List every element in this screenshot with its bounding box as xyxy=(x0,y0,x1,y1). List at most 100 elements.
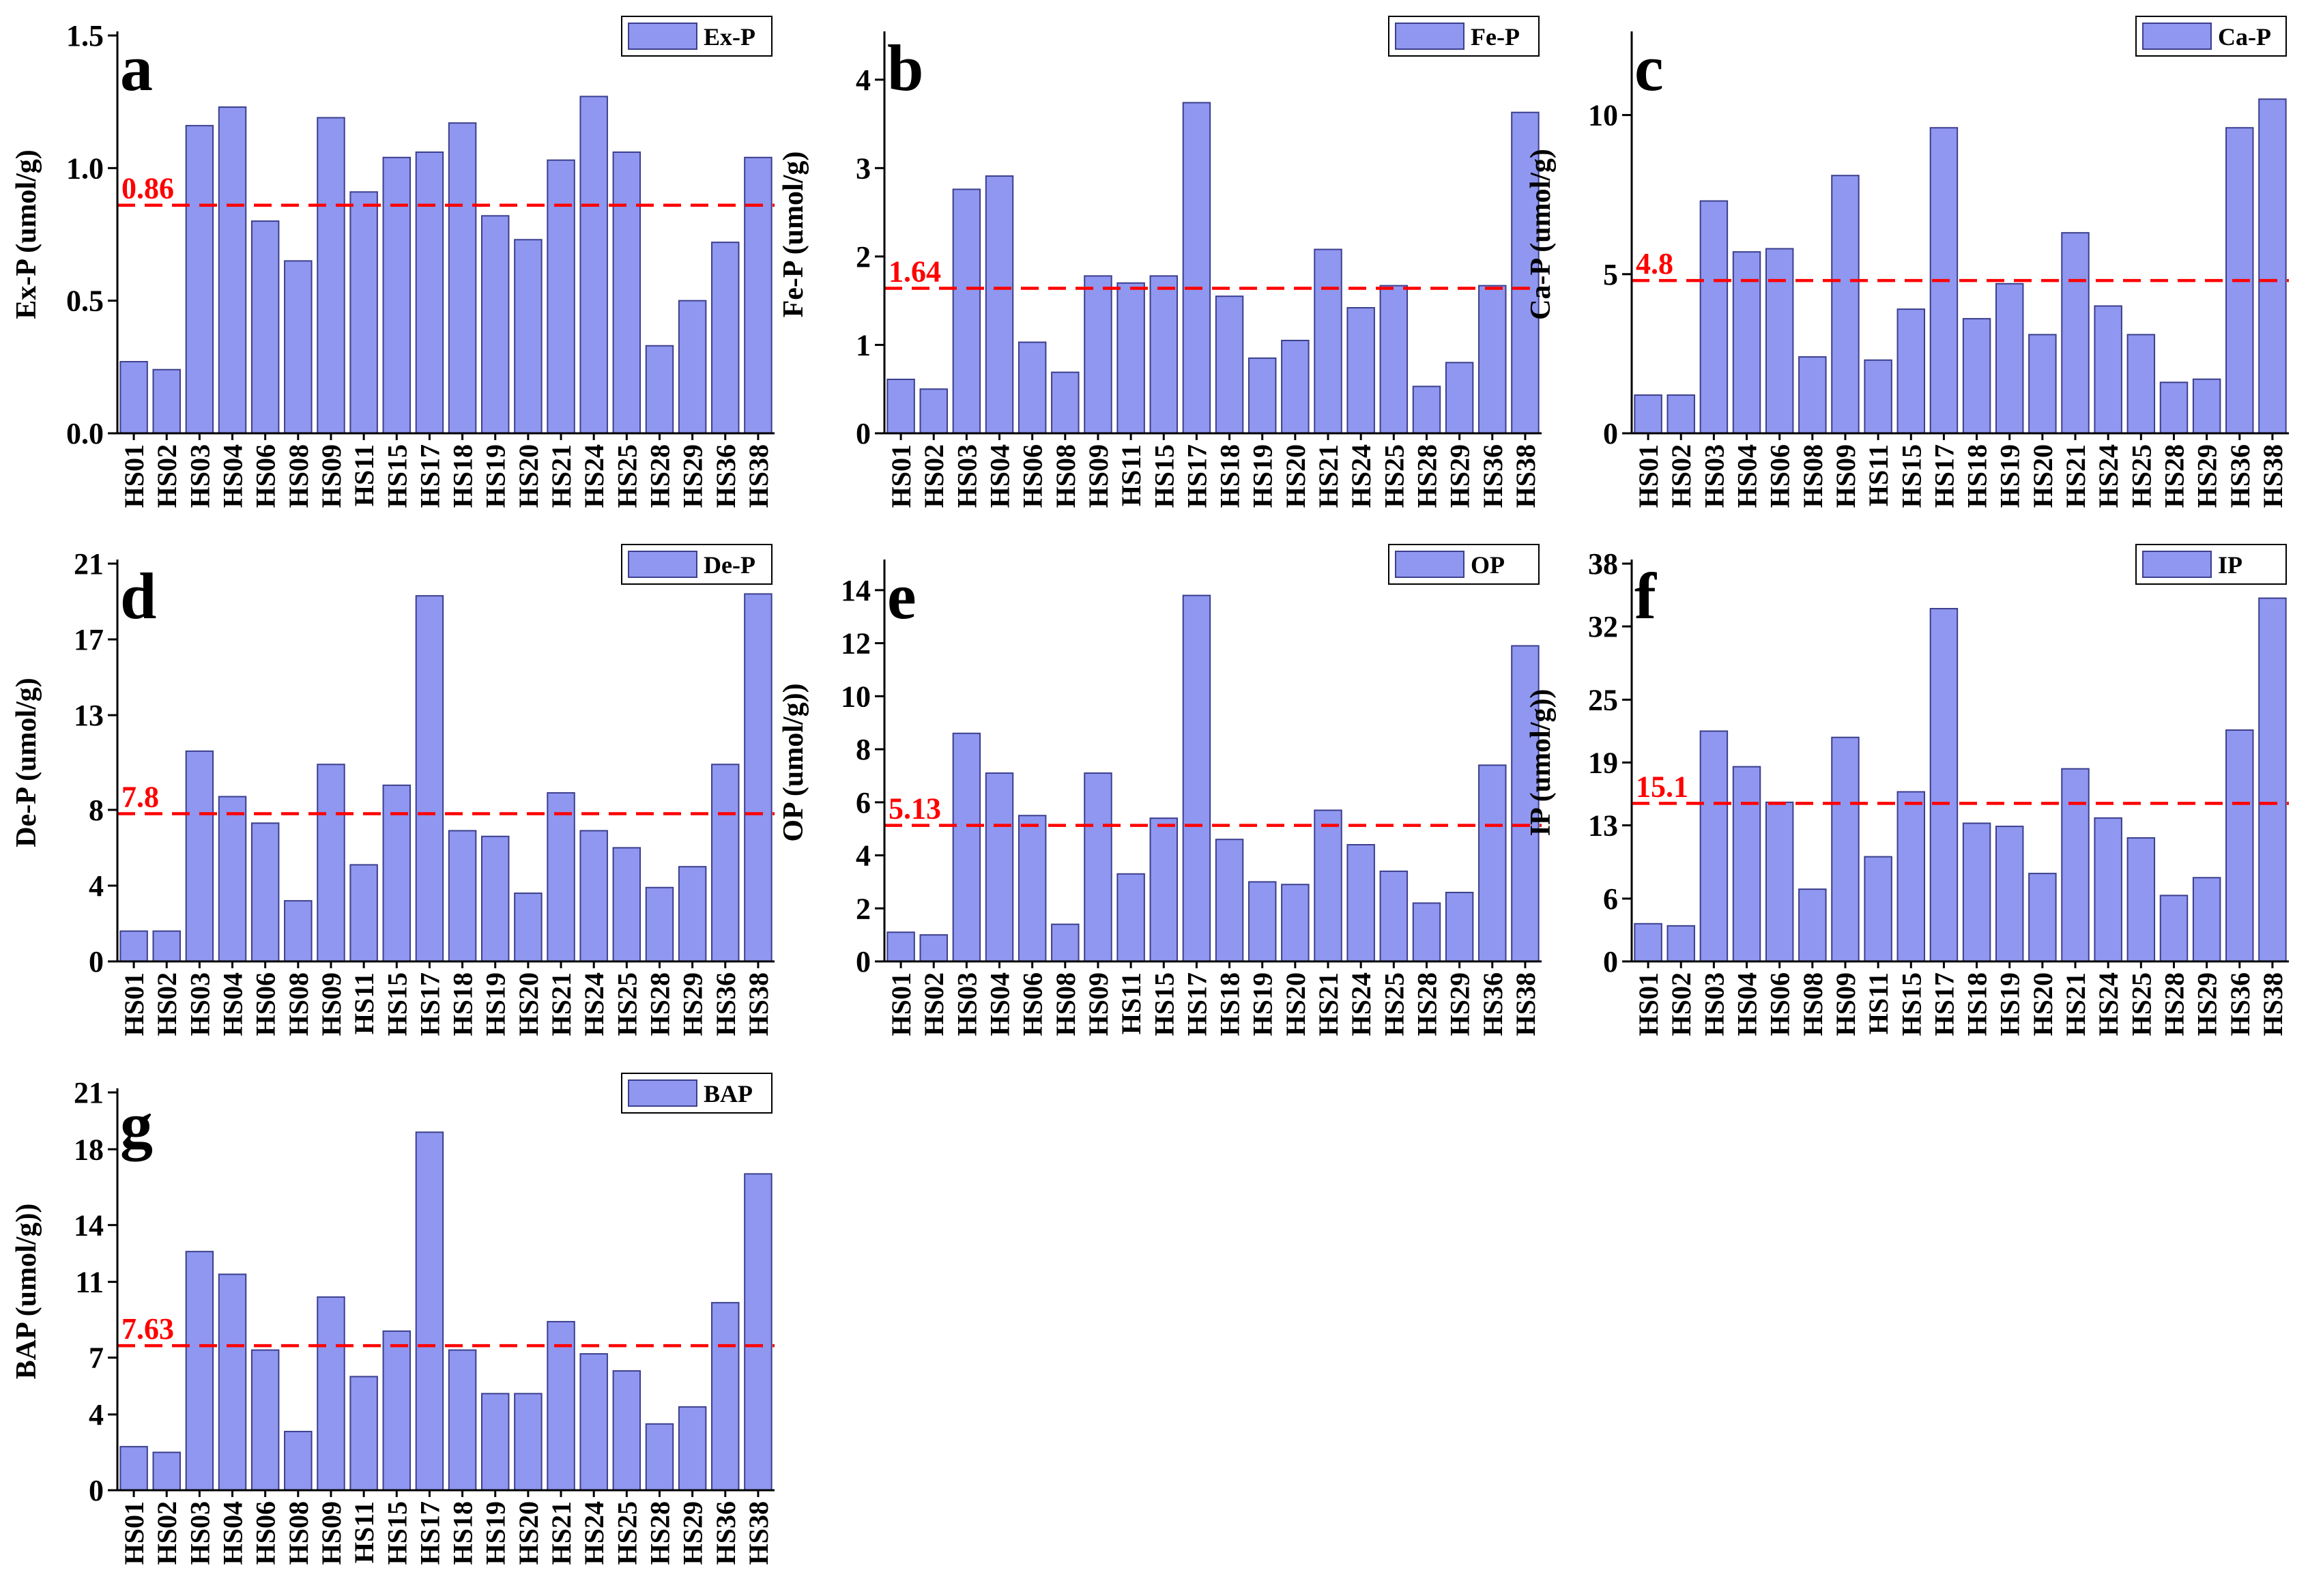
bar-d-HS03 xyxy=(185,750,214,963)
bar-g-HS08 xyxy=(284,1430,313,1491)
bar-a-HS19 xyxy=(480,215,510,434)
bar-f-HS28 xyxy=(2159,895,2189,962)
x-tick-label-e: HS15 xyxy=(1149,972,1179,1036)
y-tick-label-d: 13 xyxy=(74,699,104,732)
x-tick-label-a: HS20 xyxy=(513,444,544,508)
x-tick-label-b: HS21 xyxy=(1313,444,1344,508)
x-tick-label-b: HS11 xyxy=(1116,444,1146,506)
bar-e-HS17 xyxy=(1182,594,1211,962)
x-tick-label-b: HS15 xyxy=(1149,444,1179,508)
x-tick-label-f: HS24 xyxy=(2093,972,2124,1036)
x-tick-label-c: HS01 xyxy=(1633,444,1664,508)
x-tick-label-c: HS29 xyxy=(2192,444,2223,508)
bar-d-HS09 xyxy=(317,764,345,963)
y-tick-label-b: 4 xyxy=(856,63,871,97)
x-tick-label-f: HS04 xyxy=(1732,972,1763,1036)
bar-a-HS15 xyxy=(382,156,412,435)
x-tick-label-g: HS08 xyxy=(283,1501,314,1565)
bar-a-HS11 xyxy=(349,191,378,434)
x-tick-label-d: HS11 xyxy=(349,972,379,1034)
x-tick-label-c: HS03 xyxy=(1699,444,1729,508)
legend-label-a: Ex-P xyxy=(704,23,755,50)
bar-e-HS20 xyxy=(1281,884,1310,962)
x-tick-label-c: HS02 xyxy=(1666,444,1697,508)
panel-a: 0.86 0.0 0.5 1.0 1.5 HS01 HS02 HS03 HS04 HS06 HS08… xyxy=(11,16,775,508)
x-tick-label-b: HS01 xyxy=(886,444,917,508)
legend-swatch-b xyxy=(1395,23,1464,50)
x-tick-label-e: HS18 xyxy=(1215,972,1245,1036)
bar-f-HS04 xyxy=(1732,766,1761,962)
mean-label-a: 0.86 xyxy=(121,172,174,205)
bar-c-HS03 xyxy=(1699,200,1729,434)
x-tick-label-f: HS38 xyxy=(2257,972,2288,1036)
y-tick-label-a: 0.5 xyxy=(66,285,104,318)
x-tick-label-a: HS01 xyxy=(119,444,149,508)
bar-a-HS17 xyxy=(415,151,444,434)
x-tick-label-e: HS03 xyxy=(951,972,982,1036)
bar-d-HS20 xyxy=(514,893,543,962)
y-tick-label-f: 25 xyxy=(1588,683,1618,716)
bar-c-HS38 xyxy=(2258,98,2287,434)
legend-swatch-g xyxy=(628,1079,697,1107)
bar-d-HS36 xyxy=(711,764,740,963)
x-tick-label-d: HS08 xyxy=(283,972,314,1036)
x-tick-label-a: HS17 xyxy=(414,444,445,508)
mean-label-b: 1.64 xyxy=(889,255,941,289)
x-tick-label-a: HS36 xyxy=(710,444,741,508)
x-tick-label-c: HS20 xyxy=(2028,444,2058,508)
y-tick-label-d: 17 xyxy=(74,623,104,656)
bar-g-HS04 xyxy=(218,1273,247,1491)
x-tick-label-g: HS01 xyxy=(119,1501,149,1565)
x-tick-label-d: HS25 xyxy=(611,972,642,1036)
bar-g-HS20 xyxy=(514,1393,543,1492)
x-tick-label-d: HS15 xyxy=(381,972,412,1036)
legend-label-d: De-P xyxy=(704,551,755,579)
y-tick-label-d: 21 xyxy=(74,547,104,581)
bar-d-HS02 xyxy=(152,930,181,962)
bar-a-HS18 xyxy=(448,122,477,434)
y-axis-title-b: Fe-P (umol/g) xyxy=(778,151,809,318)
bar-c-HS24 xyxy=(2094,305,2122,434)
bar-f-HS09 xyxy=(1831,736,1860,962)
x-tick-label-a: HS19 xyxy=(480,444,511,508)
bar-d-HS29 xyxy=(678,866,707,962)
mean-label-e: 5.13 xyxy=(889,792,941,826)
bar-c-HS15 xyxy=(1896,308,1926,434)
x-tick-label-e: HS17 xyxy=(1181,972,1212,1036)
x-tick-label-b: HS06 xyxy=(1018,444,1048,508)
bar-f-HS36 xyxy=(2225,729,2254,962)
x-tick-label-a: HS06 xyxy=(250,444,281,508)
bar-d-HS08 xyxy=(284,900,313,962)
mean-label-c: 4.8 xyxy=(1636,247,1673,280)
bar-a-HS02 xyxy=(152,368,181,434)
y-tick-label-b: 0 xyxy=(856,417,871,450)
bar-b-HS04 xyxy=(985,175,1014,434)
bar-g-HS38 xyxy=(744,1173,773,1492)
legend-swatch-e xyxy=(1395,551,1464,578)
x-tick-label-g: HS15 xyxy=(381,1501,412,1565)
x-tick-label-c: HS11 xyxy=(1863,444,1894,506)
x-tick-label-d: HS01 xyxy=(119,972,149,1036)
bar-f-HS21 xyxy=(2061,768,2090,963)
x-tick-label-c: HS28 xyxy=(2159,444,2189,508)
y-tick-label-b: 3 xyxy=(856,151,871,185)
bar-b-HS17 xyxy=(1182,102,1211,434)
x-tick-label-d: HS20 xyxy=(513,972,544,1036)
y-tick-label-g: 0 xyxy=(89,1474,104,1507)
y-tick-label-g: 18 xyxy=(74,1133,104,1166)
y-tick-label-d: 8 xyxy=(89,794,104,827)
bar-c-HS02 xyxy=(1666,394,1695,434)
bar-g-HS03 xyxy=(185,1251,214,1491)
x-tick-label-c: HS15 xyxy=(1896,444,1927,508)
x-tick-label-g: HS36 xyxy=(710,1501,741,1565)
bar-g-HS18 xyxy=(448,1349,477,1491)
bar-f-HS01 xyxy=(1634,923,1662,963)
y-tick-label-e: 12 xyxy=(841,627,871,661)
bar-d-HS18 xyxy=(448,830,477,963)
x-tick-label-g: HS20 xyxy=(513,1501,544,1565)
bar-g-HS09 xyxy=(317,1296,345,1492)
x-tick-label-d: HS04 xyxy=(218,972,248,1036)
bar-d-HS38 xyxy=(744,593,773,962)
